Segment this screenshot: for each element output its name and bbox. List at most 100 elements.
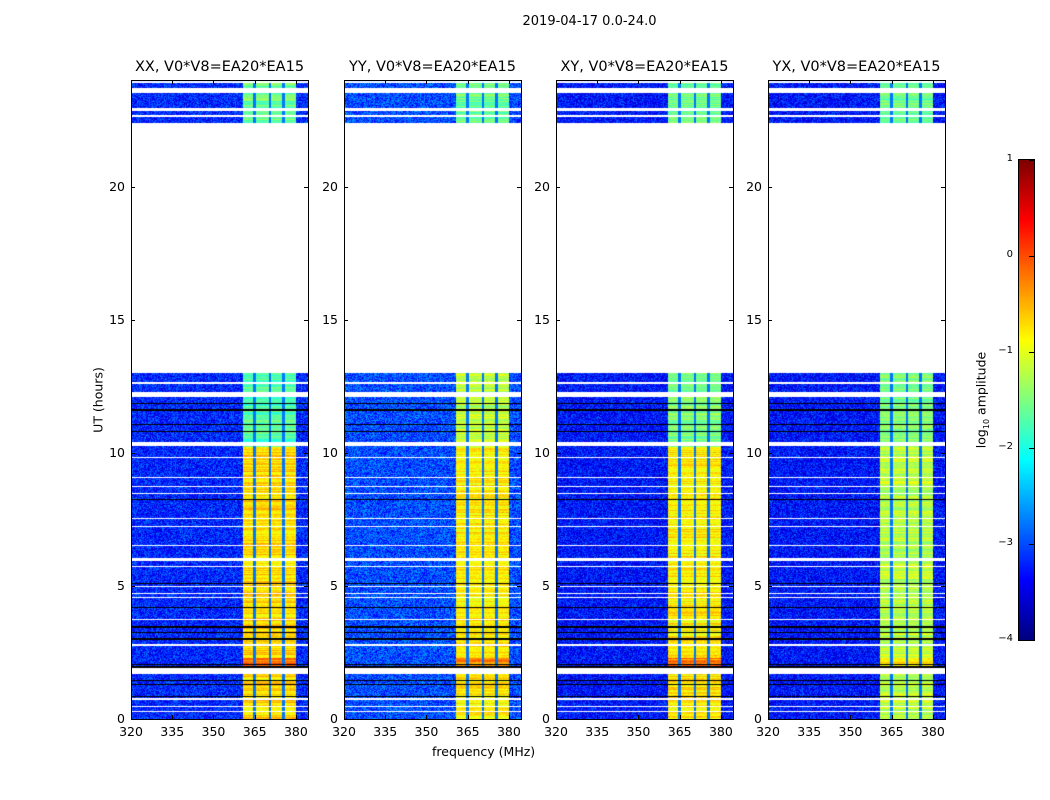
y-tick-mark <box>768 452 772 454</box>
x-tick-mark <box>597 80 599 84</box>
x-tick-mark <box>426 80 428 84</box>
y-tick-mark <box>556 452 560 454</box>
x-tick-mark <box>131 80 132 84</box>
y-tick-mark <box>768 186 772 188</box>
y-tick-label: 5 <box>330 577 338 593</box>
x-tick-mark <box>467 80 469 84</box>
y-tick-mark <box>729 452 733 454</box>
axes-frame <box>344 80 522 720</box>
x-tick-mark <box>768 715 769 719</box>
x-tick-mark <box>679 80 681 84</box>
y-tick-label: 20 <box>746 178 762 194</box>
x-tick-mark <box>597 715 599 719</box>
axes-frame <box>131 80 309 720</box>
x-tick-label: 350 <box>626 724 651 739</box>
x-tick-mark <box>344 715 345 719</box>
y-tick-mark <box>131 585 135 587</box>
colorbar-tick-mark <box>1029 544 1034 545</box>
x-tick-mark <box>172 80 174 84</box>
axes-frame <box>556 80 734 720</box>
colorbar-tick-mark <box>1029 640 1034 641</box>
x-tick-mark <box>385 715 387 719</box>
x-tick-label: 335 <box>797 724 822 739</box>
y-tick-mark <box>517 719 521 720</box>
colorbar-tick-label: 0 <box>1006 249 1013 260</box>
colorbar-tick-mark <box>1029 352 1034 353</box>
colorbar-label: log10 amplitude <box>973 351 991 449</box>
y-tick-mark <box>941 719 945 720</box>
colorbar <box>1019 160 1034 640</box>
heatmap-panel-0 <box>131 80 308 719</box>
y-tick-mark <box>941 186 945 188</box>
x-tick-mark <box>508 80 510 84</box>
y-tick-label: 10 <box>322 444 338 460</box>
y-tick-mark <box>131 719 135 720</box>
y-tick-label: 5 <box>754 577 762 593</box>
y-tick-label: 15 <box>534 311 550 327</box>
y-tick-mark <box>729 585 733 587</box>
y-tick-label: 0 <box>542 711 550 726</box>
y-tick-mark <box>768 719 772 720</box>
x-tick-label: 365 <box>667 724 692 739</box>
y-tick-mark <box>729 319 733 321</box>
x-tick-mark <box>213 715 215 719</box>
y-tick-mark <box>941 319 945 321</box>
x-tick-label: 350 <box>838 724 863 739</box>
heatmap-panel-1 <box>344 80 521 719</box>
x-tick-mark <box>809 715 811 719</box>
x-tick-label: 365 <box>455 724 480 739</box>
x-tick-mark <box>556 80 557 84</box>
panel-title: YX, V0*V8=EA20*EA15 <box>772 59 941 75</box>
x-tick-mark <box>850 715 852 719</box>
x-tick-mark <box>467 715 469 719</box>
x-tick-label: 365 <box>879 724 904 739</box>
y-tick-mark <box>344 719 348 720</box>
x-tick-mark <box>720 715 722 719</box>
y-tick-mark <box>556 186 560 188</box>
y-tick-mark <box>304 585 308 587</box>
y-tick-label: 0 <box>330 711 338 726</box>
x-tick-mark <box>891 80 893 84</box>
x-tick-mark <box>932 80 934 84</box>
y-tick-mark <box>344 186 348 188</box>
colorbar-tick-mark <box>1029 160 1034 161</box>
y-tick-mark <box>941 452 945 454</box>
y-tick-mark <box>556 585 560 587</box>
y-tick-mark <box>729 719 733 720</box>
y-tick-mark <box>131 186 135 188</box>
y-axis-label: UT (hours) <box>90 367 106 433</box>
x-tick-mark <box>344 80 345 84</box>
colorbar-tick-mark <box>1029 256 1034 257</box>
x-tick-label: 380 <box>283 724 308 739</box>
y-tick-label: 20 <box>322 178 338 194</box>
y-tick-mark <box>304 186 308 188</box>
y-tick-mark <box>729 186 733 188</box>
y-tick-mark <box>131 319 135 321</box>
panel-title: XX, V0*V8=EA20*EA15 <box>134 59 305 75</box>
x-tick-mark <box>131 715 132 719</box>
y-tick-mark <box>556 719 560 720</box>
x-tick-mark <box>932 715 934 719</box>
heatmap-panel-3 <box>768 80 945 719</box>
x-tick-mark <box>254 715 256 719</box>
y-tick-mark <box>768 319 772 321</box>
y-tick-mark <box>344 319 348 321</box>
x-tick-mark <box>254 80 256 84</box>
x-tick-mark <box>295 715 297 719</box>
y-tick-mark <box>344 452 348 454</box>
x-tick-mark <box>426 715 428 719</box>
y-tick-label: 15 <box>109 311 125 327</box>
colorbar-frame <box>1018 159 1035 641</box>
x-tick-label: 350 <box>201 724 226 739</box>
x-tick-label: 365 <box>242 724 267 739</box>
y-tick-mark <box>131 452 135 454</box>
x-tick-label: 335 <box>160 724 185 739</box>
y-tick-label: 15 <box>746 311 762 327</box>
x-tick-mark <box>508 715 510 719</box>
x-tick-mark <box>638 715 640 719</box>
x-tick-mark <box>385 80 387 84</box>
x-tick-label: 335 <box>585 724 610 739</box>
colorbar-tick-label: −1 <box>998 345 1013 356</box>
y-tick-mark <box>304 719 308 720</box>
